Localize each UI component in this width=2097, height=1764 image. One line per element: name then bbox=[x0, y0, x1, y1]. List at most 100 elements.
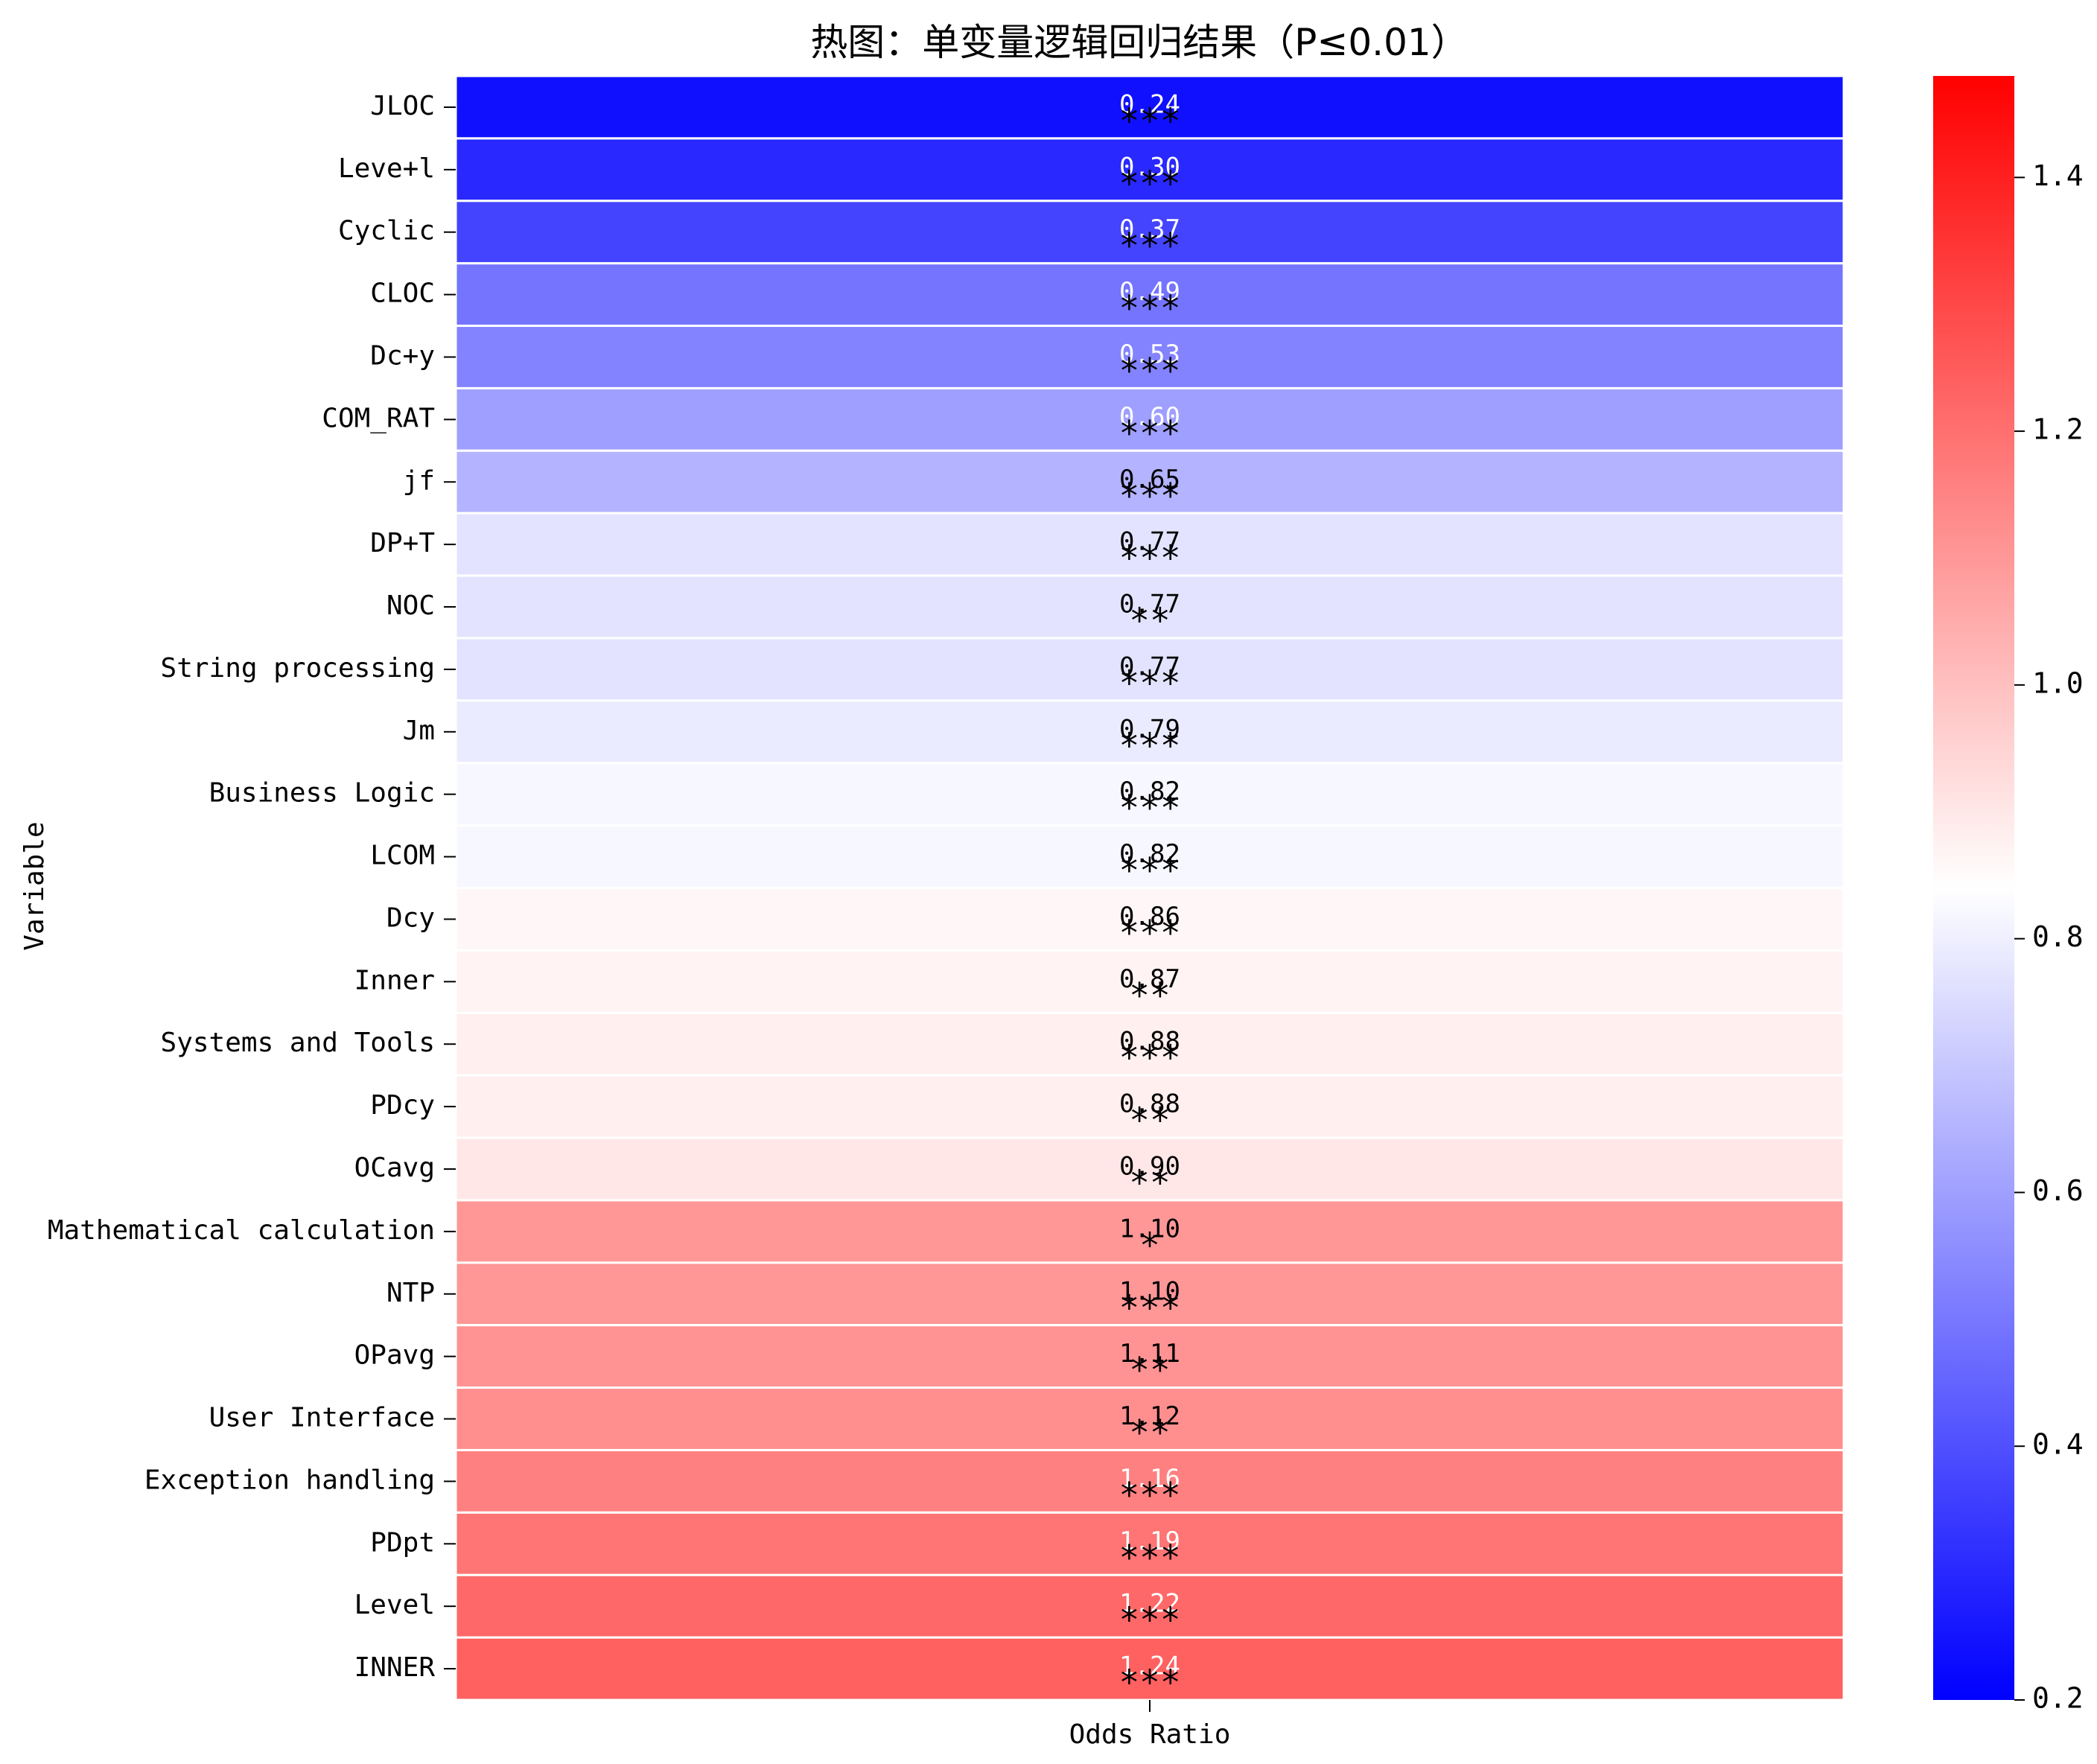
colorbar-tick-label: 0.2 bbox=[2032, 1682, 2084, 1715]
y-axis-label: Variable bbox=[19, 821, 50, 950]
y-tick-label-cloc: CLOC bbox=[370, 278, 435, 309]
significance-label-jf: *** bbox=[1118, 476, 1180, 516]
heatmap-cell-leve-l bbox=[454, 137, 1845, 203]
y-tick-label-inner: INNER bbox=[354, 1652, 436, 1683]
chart-title: 热图：单变量逻辑回归结果（P≤0.01） bbox=[810, 21, 1468, 64]
y-tick-label-ocavg: OCavg bbox=[354, 1153, 435, 1183]
cell-value-label-dcy: 0.86 bbox=[1119, 902, 1180, 932]
cell-value-label-ntp: 1.10 bbox=[1119, 1276, 1180, 1306]
cell-value-label-mathematical-calculation: 1.10 bbox=[1119, 1214, 1180, 1244]
significance-label-cloc: *** bbox=[1118, 288, 1180, 328]
cell-value-label-cyclic: 0.37 bbox=[1119, 214, 1180, 244]
y-tick-label-user-interface: User Interface bbox=[209, 1403, 435, 1433]
cell-value-label-string-processing: 0.77 bbox=[1119, 652, 1180, 681]
significance-label-inner: ** bbox=[1129, 975, 1170, 1016]
y-tick-label-level: Level bbox=[354, 1590, 435, 1620]
colorbar-tick-label: 1.2 bbox=[2032, 413, 2084, 446]
y-tick-label-com-rat: COM_RAT bbox=[322, 403, 435, 433]
cell-value-label-jf: 0.65 bbox=[1119, 465, 1180, 494]
y-tick-label-business-logic: Business Logic bbox=[209, 778, 435, 809]
cell-value-label-jloc: 0.24 bbox=[1119, 89, 1180, 119]
heatmap-cell-opavg bbox=[454, 1324, 1845, 1389]
cell-value-label-level: 1.22 bbox=[1119, 1589, 1180, 1619]
significance-label-opavg: ** bbox=[1129, 1350, 1170, 1390]
significance-label-ocavg: ** bbox=[1129, 1162, 1170, 1203]
y-tick-label-jm: Jm bbox=[403, 716, 435, 746]
y-tick-label-ntp: NTP bbox=[386, 1278, 435, 1308]
y-tick-label-opavg: OPavg bbox=[354, 1340, 435, 1371]
heatmap-cell-mathematical-calculation bbox=[454, 1199, 1845, 1264]
heatmap-cell-systems-and-tools bbox=[454, 1011, 1845, 1077]
significance-label-com-rat: *** bbox=[1118, 413, 1180, 453]
cell-value-label-cloc: 0.49 bbox=[1119, 277, 1180, 307]
significance-label-dc-y: *** bbox=[1118, 351, 1180, 391]
heatmap-cell-pdpt bbox=[454, 1511, 1845, 1576]
heatmap-cell-jm bbox=[454, 699, 1845, 765]
cell-value-label-com-rat: 0.60 bbox=[1119, 402, 1180, 432]
significance-label-dp-t: *** bbox=[1118, 538, 1180, 579]
y-tick-label-mathematical-calculation: Mathematical calculation bbox=[48, 1215, 435, 1246]
heatmap-cell-dcy bbox=[454, 887, 1845, 952]
colorbar-tick-label: 1.4 bbox=[2032, 159, 2084, 192]
heatmap-cell-pdcy bbox=[454, 1074, 1845, 1139]
heatmap-cell-inner bbox=[454, 949, 1845, 1014]
significance-label-level: *** bbox=[1118, 1600, 1180, 1640]
significance-label-business-logic: *** bbox=[1118, 788, 1180, 828]
y-tick-label-dc-y: Dc+y bbox=[370, 340, 435, 371]
cell-value-label-dp-t: 0.77 bbox=[1119, 527, 1180, 557]
cell-value-label-ocavg: 0.90 bbox=[1119, 1151, 1180, 1181]
heatmap-cell-jloc bbox=[454, 74, 1845, 140]
y-tick-label-noc: NOC bbox=[386, 590, 435, 621]
colorbar-tick-label: 0.8 bbox=[2032, 920, 2084, 953]
significance-label-user-interface: ** bbox=[1129, 1413, 1170, 1453]
cell-value-label-lcom: 0.82 bbox=[1119, 839, 1180, 869]
significance-label-string-processing: *** bbox=[1118, 663, 1180, 703]
significance-label-lcom: *** bbox=[1118, 850, 1180, 891]
colorbar-tick-label: 0.6 bbox=[2032, 1174, 2084, 1207]
y-tick-label-cyclic: Cyclic bbox=[338, 216, 435, 246]
colorbar-gradient bbox=[1933, 76, 2014, 1700]
cell-value-label-business-logic: 0.82 bbox=[1119, 777, 1180, 806]
significance-label-ntp: *** bbox=[1118, 1287, 1180, 1328]
y-tick-label-dp-t: DP+T bbox=[370, 528, 435, 558]
cell-value-label-systems-and-tools: 0.88 bbox=[1119, 1027, 1180, 1057]
cell-value-label-pdpt: 1.19 bbox=[1119, 1526, 1180, 1556]
cell-value-label-user-interface: 1.12 bbox=[1119, 1401, 1180, 1431]
colorbar-tick-label: 1.0 bbox=[2032, 666, 2084, 699]
significance-label-pdcy: ** bbox=[1129, 1101, 1170, 1141]
heatmap-cell-jf bbox=[454, 449, 1845, 515]
significance-label-mathematical-calculation: * bbox=[1139, 1225, 1160, 1265]
heatmap-cell-lcom bbox=[454, 824, 1845, 889]
y-tick-label-exception-handling: Exception handling bbox=[144, 1465, 435, 1495]
cell-value-label-exception-handling: 1.16 bbox=[1119, 1464, 1180, 1494]
heatmap-cell-noc bbox=[454, 574, 1845, 640]
significance-label-leve-l: *** bbox=[1118, 163, 1180, 203]
significance-label-pdpt: *** bbox=[1118, 1538, 1180, 1578]
significance-label-dcy: *** bbox=[1118, 913, 1180, 953]
y-tick-label-pdpt: PDpt bbox=[370, 1527, 435, 1558]
colorbar-tick-label: 0.4 bbox=[2032, 1428, 2084, 1461]
cell-value-label-leve-l: 0.30 bbox=[1119, 152, 1180, 182]
heatmap-cell-cyclic bbox=[454, 200, 1845, 265]
y-tick-label-pdcy: PDcy bbox=[370, 1090, 435, 1121]
heatmap-cell-dp-t bbox=[454, 512, 1845, 577]
significance-label-noc: ** bbox=[1129, 601, 1170, 641]
significance-label-exception-handling: *** bbox=[1118, 1475, 1180, 1515]
y-tick-label-systems-and-tools: Systems and Tools bbox=[161, 1028, 435, 1058]
significance-label-systems-and-tools: *** bbox=[1118, 1038, 1180, 1078]
heatmap-cell-business-logic bbox=[454, 762, 1845, 827]
y-tick-label-jf: jf bbox=[403, 465, 435, 496]
cell-value-label-noc: 0.77 bbox=[1119, 590, 1180, 620]
y-tick-label-jloc: JLOC bbox=[370, 91, 435, 121]
x-axis: Odds Ratio bbox=[1069, 1700, 1231, 1750]
significance-label-jloc: *** bbox=[1118, 101, 1180, 141]
significance-label-inner: *** bbox=[1118, 1663, 1180, 1703]
significance-label-cyclic: *** bbox=[1118, 226, 1180, 266]
heatmap-cell-ocavg bbox=[454, 1136, 1845, 1202]
colorbar: 0.2 0.4 0.6 0.8 1.0 1.2 1.4 bbox=[1933, 76, 2084, 1715]
x-tick-label-odds-ratio: Odds Ratio bbox=[1069, 1719, 1231, 1750]
cell-value-label-pdcy: 0.88 bbox=[1119, 1089, 1180, 1119]
cell-value-label-opavg: 1.11 bbox=[1119, 1339, 1180, 1369]
